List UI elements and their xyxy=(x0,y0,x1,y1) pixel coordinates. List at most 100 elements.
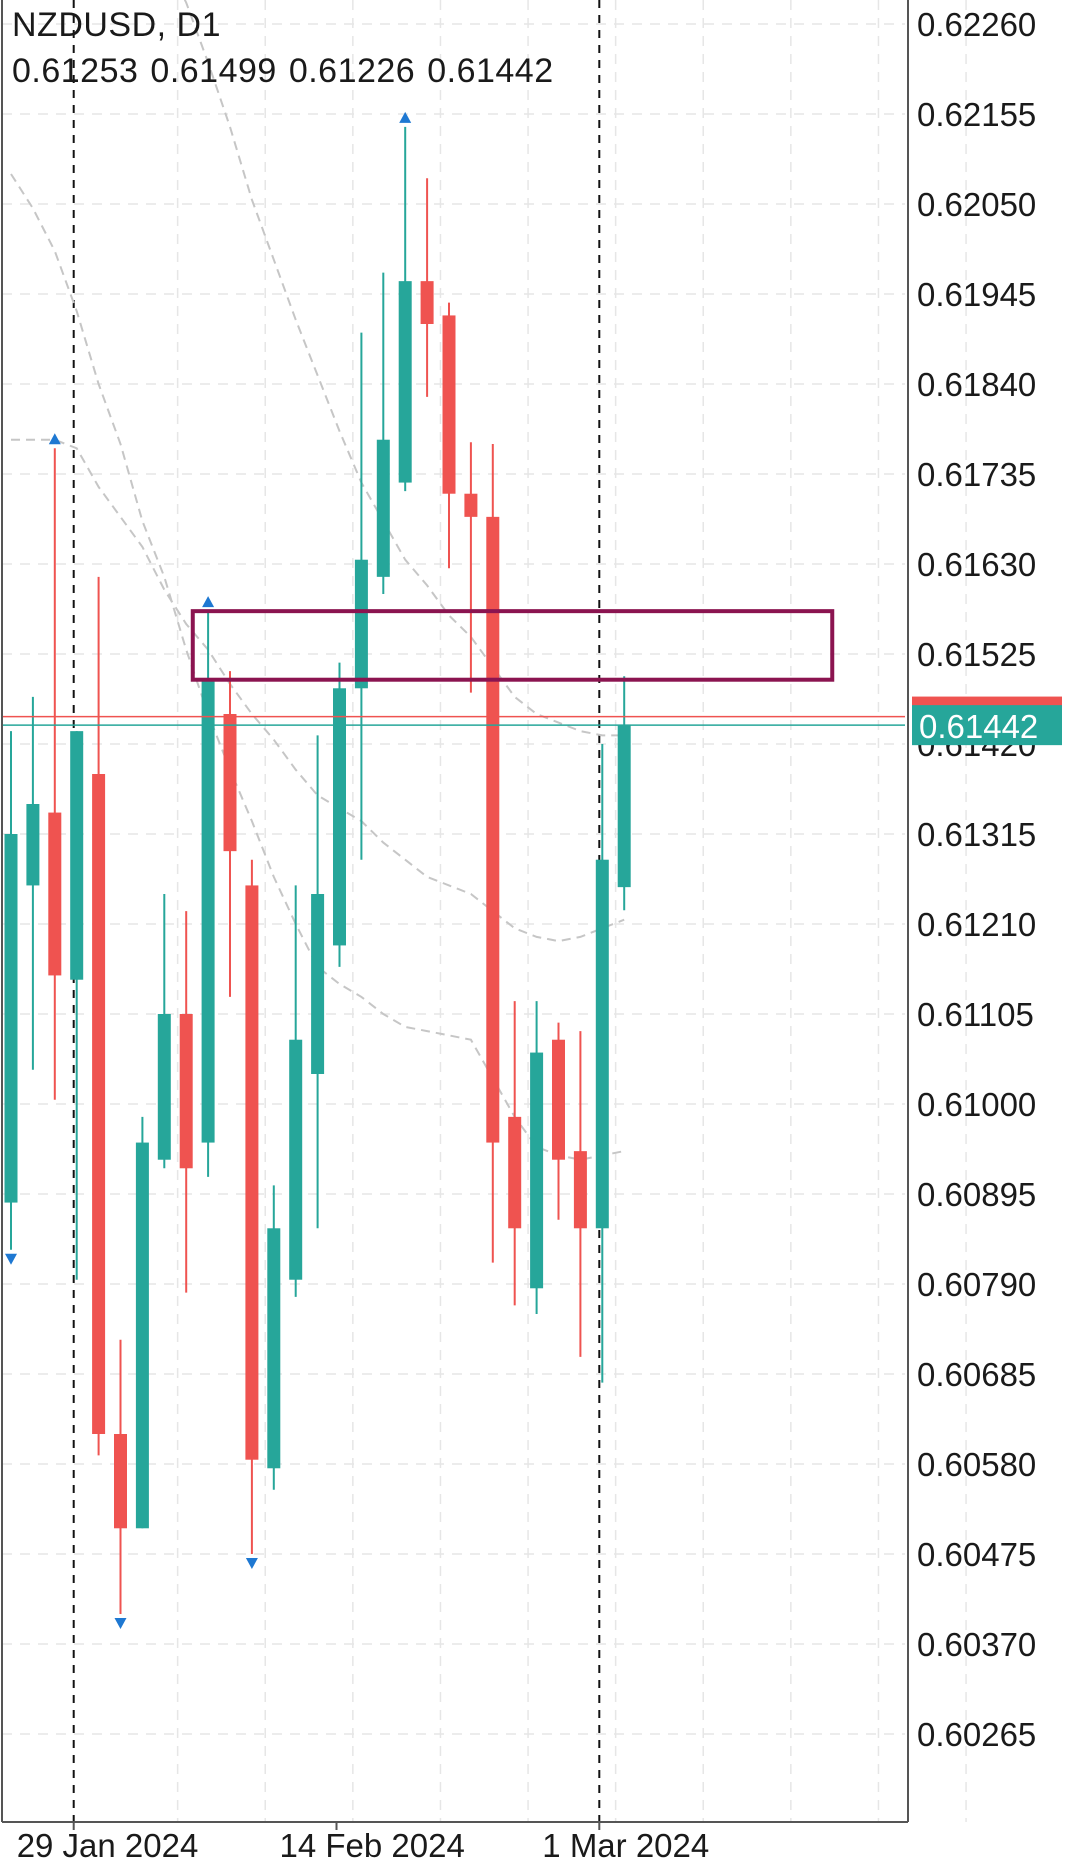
bid-price-tag xyxy=(912,705,1062,746)
ohlc-low: 0.61226 xyxy=(288,52,416,90)
moving-average-line xyxy=(183,0,625,737)
y-tick-label: 0.60685 xyxy=(917,1356,1036,1393)
plot-background xyxy=(2,0,905,1822)
candle xyxy=(486,444,500,1263)
y-tick-label: 0.60580 xyxy=(917,1446,1036,1483)
y-tick-label: 0.61315 xyxy=(917,816,1036,853)
y-tick-label: 0.61735 xyxy=(917,456,1036,493)
candle-body xyxy=(573,1151,587,1229)
candle-body xyxy=(420,281,434,324)
zone-rectangle xyxy=(190,609,835,682)
candle-body xyxy=(201,679,215,1143)
candle-body xyxy=(70,731,84,980)
candle xyxy=(267,1185,281,1490)
candle xyxy=(354,332,368,860)
moving-average-line xyxy=(10,173,625,1161)
candle-body xyxy=(311,894,325,1074)
x-tick-label: 14 Feb 2024 xyxy=(280,1827,465,1862)
y-tick-label: 0.62155 xyxy=(917,96,1036,133)
y-tick-label: 0.61210 xyxy=(917,906,1036,943)
moving-average-line xyxy=(11,438,625,943)
bid-price-label: 0.61442 xyxy=(919,708,1038,745)
candle xyxy=(70,731,84,1280)
candle-body xyxy=(595,859,609,1229)
grid-lines xyxy=(2,0,967,1822)
candle xyxy=(135,1116,149,1529)
ohlc-readout: 0.61253 0.61499 0.61226 0.61442 xyxy=(12,52,566,91)
candle-body xyxy=(289,1039,303,1280)
y-tick-label: 0.60790 xyxy=(917,1266,1036,1303)
candle-body xyxy=(26,804,40,886)
candle-body xyxy=(223,714,237,852)
candle-body xyxy=(530,1052,544,1289)
candle xyxy=(114,1339,127,1614)
candle xyxy=(48,448,62,1100)
candle-body xyxy=(398,281,412,483)
y-tick-label: 0.60475 xyxy=(917,1536,1036,1573)
candle xyxy=(573,1031,587,1357)
candle xyxy=(420,178,434,397)
signal-arrow xyxy=(245,1558,258,1569)
candle-body xyxy=(48,812,62,976)
x-tick-label: 1 Mar 2024 xyxy=(542,1827,709,1862)
candle-body xyxy=(157,1014,171,1160)
signal-arrow xyxy=(48,433,61,445)
candle-body xyxy=(552,1039,565,1160)
candle xyxy=(179,911,193,1293)
candle-body xyxy=(442,315,456,494)
candle xyxy=(201,611,215,1177)
y-tick-label: 0.61945 xyxy=(917,276,1036,313)
y-tick-label: 0.61525 xyxy=(917,636,1036,673)
signal-arrow xyxy=(5,1253,17,1265)
candle-body xyxy=(354,559,368,689)
signal-arrow xyxy=(202,596,215,608)
candle-body xyxy=(4,834,18,1203)
y-tick-label: 0.62260 xyxy=(917,6,1036,43)
y-tick-label: 0.60265 xyxy=(917,1716,1036,1753)
y-tick-label: 0.62050 xyxy=(917,186,1036,223)
candle xyxy=(617,676,631,911)
y-tick-label: 0.61105 xyxy=(917,996,1034,1033)
candle-body xyxy=(92,774,106,1434)
candle xyxy=(26,696,40,1070)
candle-body xyxy=(245,885,259,1460)
candle-body xyxy=(267,1228,281,1469)
candle-body xyxy=(486,516,500,1143)
chart-title: NZDUSD, D1 xyxy=(12,6,222,44)
candle-body xyxy=(376,439,390,577)
candle-body xyxy=(114,1434,127,1529)
signal-arrow xyxy=(399,111,412,123)
candle xyxy=(595,744,609,1383)
candle-body xyxy=(135,1142,149,1529)
candle xyxy=(311,735,325,1229)
x-tick-label: 29 Jan 2024 xyxy=(17,1827,199,1862)
candle xyxy=(464,442,478,693)
candle xyxy=(442,302,456,569)
ohlc-high: 0.61499 xyxy=(150,52,277,90)
candle-body xyxy=(464,493,478,517)
candle xyxy=(157,894,171,1169)
candle-body xyxy=(508,1116,522,1229)
candle xyxy=(333,662,346,967)
y-tick-label: 0.60370 xyxy=(917,1626,1036,1663)
y-tick-label: 0.60895 xyxy=(917,1176,1036,1213)
y-tick-label: 0.61630 xyxy=(917,546,1036,583)
signal-arrow xyxy=(114,1618,127,1629)
candle xyxy=(4,731,18,1250)
candle xyxy=(530,1001,544,1314)
candle-body xyxy=(179,1014,193,1169)
candle xyxy=(289,885,303,1297)
candle xyxy=(398,126,412,492)
candle xyxy=(376,272,390,594)
ohlc-open: 0.61253 xyxy=(12,52,139,90)
ohlc-close: 0.61442 xyxy=(427,52,554,90)
candle xyxy=(245,859,259,1554)
candle-body xyxy=(333,688,346,946)
candle xyxy=(92,576,106,1456)
candle-body xyxy=(617,725,631,888)
candle xyxy=(552,1022,565,1220)
y-tick-label: 0.61840 xyxy=(917,366,1036,403)
y-tick-label: 0.61000 xyxy=(917,1086,1036,1123)
